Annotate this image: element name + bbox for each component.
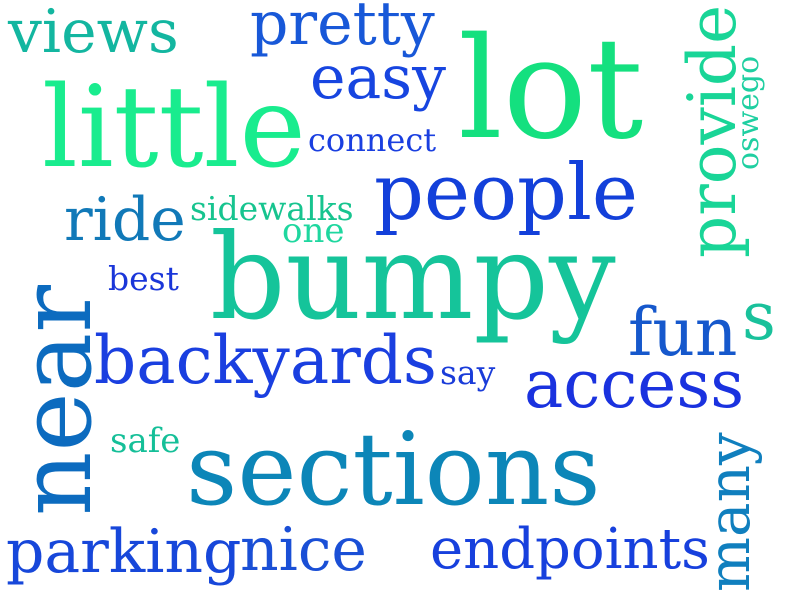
- word-easy: easy: [310, 43, 446, 113]
- word-best: best: [108, 259, 179, 298]
- word-ride: ride: [64, 185, 186, 255]
- word-fun: fun: [628, 294, 738, 371]
- word-little: little: [42, 63, 306, 193]
- word-sidewalks: sidewalks: [190, 189, 354, 228]
- word-pretty: pretty: [250, 0, 435, 59]
- word-backyards: backyards: [94, 322, 437, 399]
- word-say: say: [440, 353, 496, 392]
- word-access: access: [524, 346, 745, 423]
- word-people: people: [374, 148, 639, 238]
- word-one: one: [282, 211, 345, 251]
- word-parking: parking: [6, 517, 242, 587]
- word-views: views: [8, 0, 179, 67]
- word-nice: nice: [240, 515, 367, 585]
- word-bumpy: bumpy: [210, 208, 616, 346]
- word-lot: lot: [458, 8, 644, 171]
- word-s: s: [742, 278, 776, 355]
- word-many: many: [695, 432, 763, 592]
- word-near: near: [0, 284, 114, 516]
- word-oswego: oswego: [731, 55, 766, 170]
- word-endpoints: endpoints: [430, 517, 710, 582]
- word-safe: safe: [110, 421, 181, 461]
- word-sections: sections: [186, 411, 601, 528]
- word-connect: connect: [308, 121, 437, 159]
